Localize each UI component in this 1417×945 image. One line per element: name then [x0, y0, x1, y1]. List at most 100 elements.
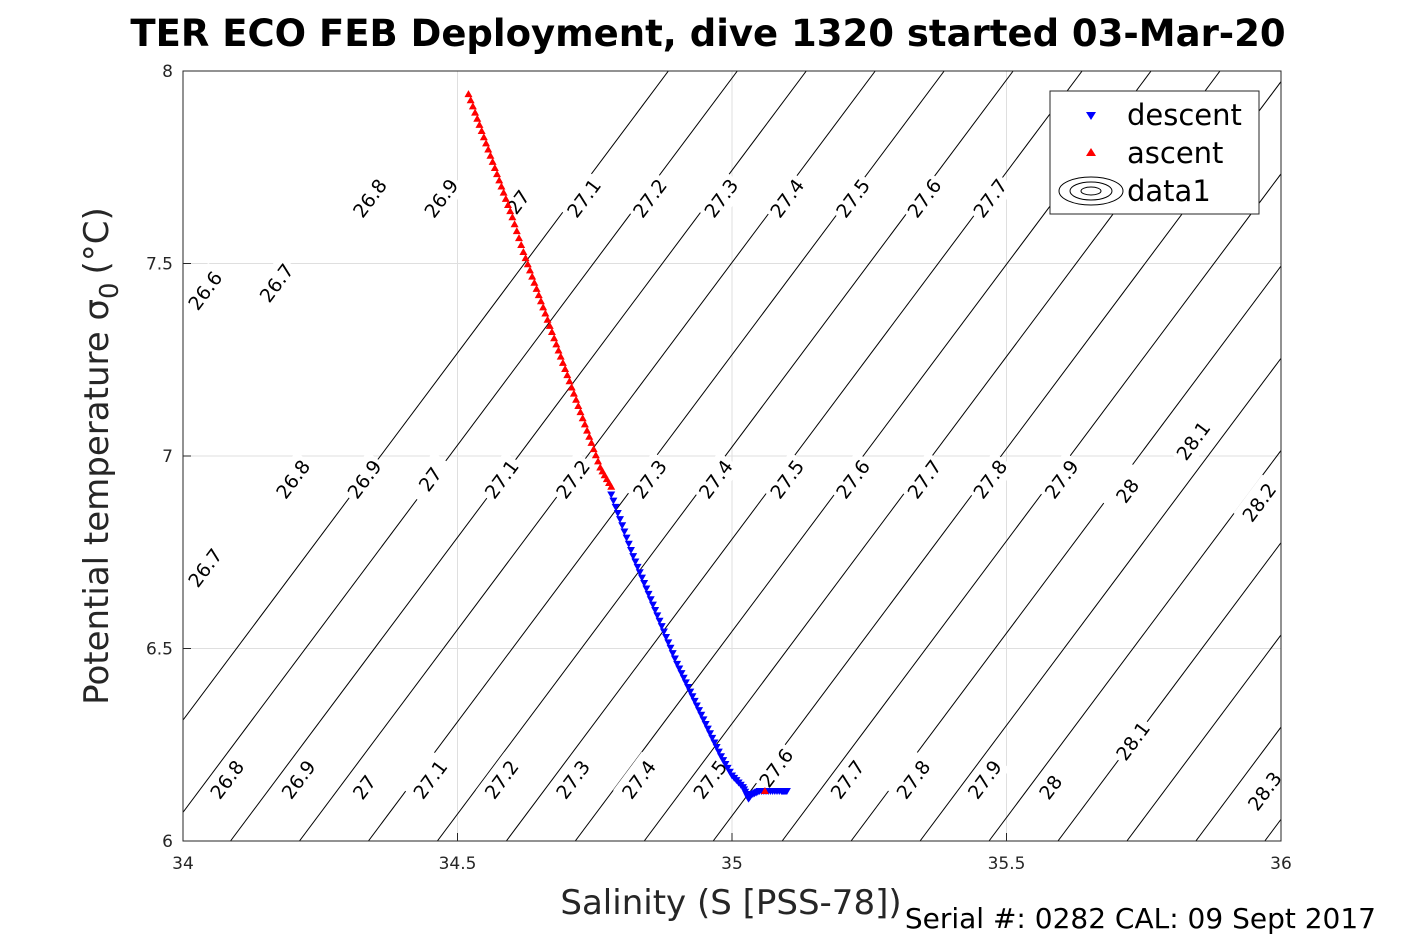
- contour-labels: 26.6 26.726.8 26.9 27 27.1 27.2 27.3 27.4 27.5 27…: [179, 170, 1291, 819]
- point-descent: [644, 590, 653, 598]
- contour-label-bg: [624, 170, 676, 226]
- point-descent: [620, 528, 629, 536]
- point-descent: [708, 734, 717, 742]
- point-descent: [662, 633, 671, 641]
- point-ascent: [567, 383, 576, 391]
- point-ascent: [532, 284, 541, 292]
- point-descent: [618, 522, 627, 530]
- point-descent: [782, 787, 791, 795]
- legend-data1-label: data1: [1127, 174, 1211, 208]
- point-ascent: [536, 297, 545, 305]
- point-ascent: [556, 352, 565, 360]
- point-ascent: [583, 426, 592, 434]
- point-ascent: [512, 227, 521, 235]
- point-ascent: [547, 328, 556, 336]
- point-descent: [679, 674, 688, 682]
- point-ascent: [525, 266, 534, 274]
- point-descent: [646, 596, 655, 604]
- y-axis-label: Potential temperature σ0 (°C): [77, 207, 125, 705]
- contour-label-bg: [475, 451, 528, 507]
- point-ascent: [561, 364, 570, 372]
- x-tick-label: 34: [172, 854, 194, 874]
- point-ascent: [504, 200, 513, 208]
- point-ascent: [514, 234, 523, 242]
- contour-label-bg: [344, 170, 396, 226]
- point-ascent: [482, 139, 491, 147]
- contour-label-bg: [547, 451, 599, 507]
- point-descent: [607, 491, 616, 499]
- point-descent: [609, 497, 618, 505]
- contour-label-bg: [492, 174, 544, 230]
- point-descent: [613, 509, 622, 517]
- point-ascent: [499, 188, 508, 196]
- contour-label-bg: [750, 740, 802, 796]
- point-ascent: [541, 309, 550, 317]
- point-ascent: [475, 120, 484, 128]
- point-ascent: [565, 377, 574, 385]
- contour-label-bg: [898, 451, 950, 507]
- point-ascent: [471, 108, 480, 116]
- point-descent: [635, 569, 644, 577]
- contour-label-bg: [1024, 759, 1077, 815]
- x-tick-label: 34.5: [439, 854, 477, 874]
- isopycnal-27.9: [988, 449, 1281, 841]
- contour-label-bg: [695, 170, 747, 226]
- legend: descent ascent data1: [1049, 90, 1260, 215]
- x-tick-label: 36: [1270, 854, 1292, 874]
- point-ascent: [510, 220, 519, 228]
- point-descent: [657, 623, 666, 631]
- chart-title: TER ECO FEB Deployment, dive 1320 starte…: [130, 12, 1285, 55]
- point-ascent: [589, 445, 598, 453]
- x-axis-label: Salinity (S [PSS-78]): [560, 883, 901, 923]
- point-ascent: [539, 303, 548, 311]
- contour-label-bg: [547, 751, 599, 808]
- point-descent: [670, 655, 679, 663]
- point-descent: [631, 558, 640, 566]
- point-ascent: [528, 272, 537, 280]
- point-descent: [684, 684, 693, 691]
- point-ascent: [484, 145, 493, 153]
- contour-label-bg: [1167, 412, 1219, 469]
- point-ascent: [534, 291, 543, 299]
- point-descent: [699, 716, 708, 724]
- point-descent: [629, 553, 638, 561]
- point-ascent: [468, 102, 477, 110]
- point-descent: [714, 748, 723, 756]
- point-descent: [710, 739, 719, 747]
- point-ascent: [550, 334, 559, 342]
- point-descent: [712, 744, 721, 752]
- contour-label-bg: [404, 751, 456, 808]
- point-descent: [706, 730, 715, 738]
- contour-label-bg: [689, 451, 742, 507]
- point-descent: [690, 697, 699, 705]
- isopycnal-28.1: [1126, 634, 1281, 841]
- point-ascent: [607, 482, 616, 490]
- point-ascent: [493, 170, 502, 178]
- point-descent: [723, 764, 732, 772]
- point-descent: [725, 768, 734, 776]
- point-ascent: [760, 786, 769, 794]
- point-ascent: [477, 127, 486, 135]
- point-ascent: [473, 114, 482, 122]
- point-descent: [616, 516, 625, 524]
- point-descent: [673, 660, 682, 668]
- contour-label-bg: [624, 451, 676, 507]
- y-tick-label: 8: [162, 62, 173, 82]
- point-ascent: [572, 395, 581, 403]
- data-points: [464, 90, 791, 803]
- point-descent: [681, 679, 690, 687]
- point-descent: [659, 628, 668, 636]
- point-ascent: [497, 182, 506, 190]
- point-ascent: [552, 340, 561, 348]
- point-descent: [719, 757, 728, 765]
- contour-label-bg: [821, 751, 873, 808]
- point-descent: [640, 580, 649, 588]
- contour-label-bg: [1035, 451, 1087, 507]
- contour-label-bg: [558, 170, 610, 226]
- x-tick-label: 35.5: [988, 854, 1026, 874]
- point-ascent: [506, 207, 515, 215]
- point-descent: [655, 617, 664, 625]
- point-ascent: [490, 164, 499, 172]
- point-descent: [637, 574, 646, 582]
- point-ascent: [495, 176, 504, 184]
